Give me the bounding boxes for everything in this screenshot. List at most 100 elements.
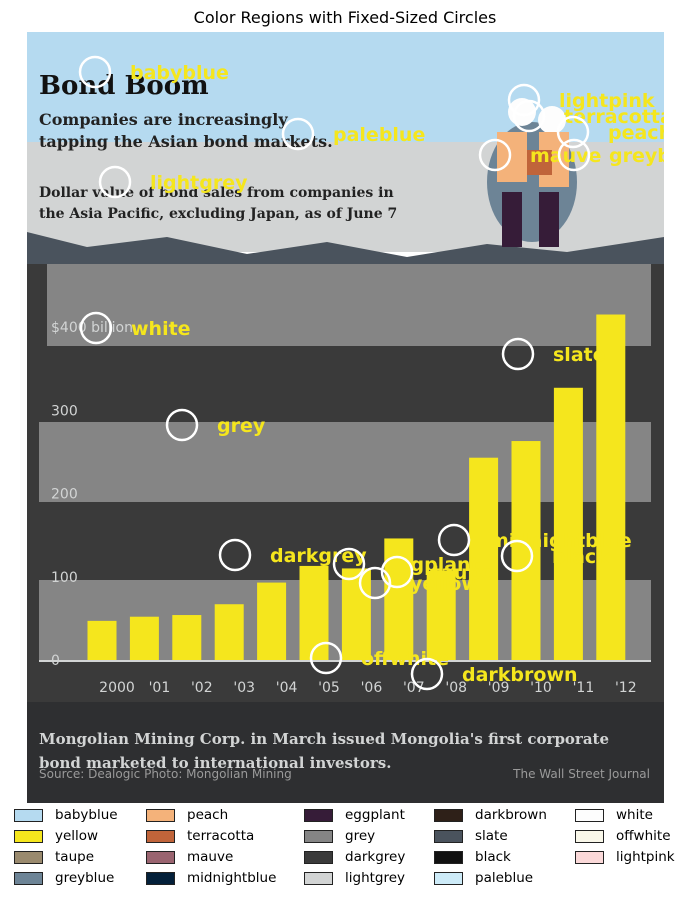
circle-peach bbox=[556, 115, 590, 149]
y-tick-label: $400 billion bbox=[51, 320, 133, 336]
legend-item-offwhite: offwhite bbox=[575, 827, 671, 845]
legend-swatch bbox=[575, 829, 604, 843]
x-tick-label: 2000 bbox=[99, 680, 135, 696]
bar-2000 bbox=[87, 620, 117, 660]
circle-label-midnightblue: midnightblue bbox=[489, 530, 632, 552]
legend-swatch bbox=[14, 829, 43, 843]
circle-label-yellow: yellow bbox=[410, 573, 479, 595]
legend-item-lightgrey: lightgrey bbox=[304, 869, 405, 887]
legend-swatch bbox=[146, 850, 175, 864]
legend-swatch bbox=[434, 871, 463, 885]
legend-label: peach bbox=[187, 807, 229, 823]
legend-item-terracotta: terracotta bbox=[146, 827, 254, 845]
legend-label: mauve bbox=[187, 849, 234, 865]
legend-swatch bbox=[14, 808, 43, 822]
legend-swatch bbox=[146, 829, 175, 843]
bar-'05 bbox=[299, 565, 329, 660]
bar-'01 bbox=[129, 616, 159, 660]
legend-label: babyblue bbox=[55, 807, 118, 823]
circle-label-babyblue: babyblue bbox=[130, 62, 229, 84]
circle-terracotta bbox=[512, 99, 546, 133]
legend-label: darkgrey bbox=[345, 849, 406, 865]
legend-swatch bbox=[434, 829, 463, 843]
legend-label: midnightblue bbox=[187, 870, 277, 886]
legend-label: darkbrown bbox=[475, 807, 547, 823]
y-tick-label: 300 bbox=[51, 403, 78, 419]
legend-swatch bbox=[304, 808, 333, 822]
circle-label-white: white bbox=[131, 318, 191, 340]
bg-description-line2: the Asia Pacific, excluding Japan, as of… bbox=[39, 206, 397, 222]
legend-item-eggplant: eggplant bbox=[304, 806, 405, 824]
x-tick-label: '09 bbox=[488, 680, 510, 696]
bg-caption-line2: bond marketed to international investors… bbox=[39, 754, 391, 772]
legend-swatch bbox=[304, 850, 333, 864]
x-tick-label: '08 bbox=[445, 680, 467, 696]
bar-'02 bbox=[172, 615, 202, 660]
legend-item-darkgrey: darkgrey bbox=[304, 848, 405, 866]
circle-black bbox=[500, 539, 534, 573]
circle-lightpink bbox=[507, 83, 541, 117]
legend-label: taupe bbox=[55, 849, 94, 865]
bar-'08 bbox=[426, 570, 456, 660]
legend-item-taupe: taupe bbox=[14, 848, 94, 866]
legend-swatch bbox=[434, 808, 463, 822]
caption-region bbox=[27, 702, 664, 803]
circle-white bbox=[79, 311, 113, 345]
x-tick-label: '03 bbox=[233, 680, 255, 696]
legend-label: terracotta bbox=[187, 828, 255, 844]
chart-title: Color Regions with Fixed-Sized Circles bbox=[193, 8, 497, 27]
bar-'03 bbox=[214, 604, 244, 660]
bar-'06 bbox=[341, 568, 371, 660]
circle-label-grey: grey bbox=[217, 415, 266, 437]
legend-item-black: black bbox=[434, 848, 511, 866]
bar-'12 bbox=[596, 314, 626, 660]
y-tick-label: 100 bbox=[51, 570, 78, 586]
legend-item-grey: grey bbox=[304, 827, 375, 845]
circle-label-terracotta: terracotta bbox=[564, 106, 664, 128]
grey-band-middle bbox=[39, 422, 651, 502]
legend-swatch bbox=[14, 871, 43, 885]
circle-label-black: black bbox=[552, 546, 609, 568]
x-tick-label: '04 bbox=[276, 680, 298, 696]
circle-label-greyblue: greyblue bbox=[609, 145, 664, 167]
legend-item-paleblue: paleblue bbox=[434, 869, 533, 887]
legend-swatch bbox=[146, 871, 175, 885]
legend-swatch bbox=[146, 808, 175, 822]
legend-swatch bbox=[14, 850, 43, 864]
legend-label: lightpink bbox=[616, 849, 675, 865]
circle-label-paleblue: paleblue bbox=[333, 124, 425, 146]
legend-label: lightgrey bbox=[345, 870, 406, 886]
circle-lightgrey bbox=[98, 165, 132, 199]
legend-label: black bbox=[475, 849, 511, 865]
legend-label: grey bbox=[345, 828, 376, 844]
x-tick-label: '07 bbox=[403, 680, 425, 696]
circle-label-eggplant: eggplant bbox=[384, 554, 480, 576]
grey-band-upper bbox=[47, 264, 651, 346]
x-tick-label: '05 bbox=[318, 680, 340, 696]
legend-label: slate bbox=[475, 828, 508, 844]
bg-source: Source: Dealogic Photo: Mongolian Mining bbox=[39, 767, 292, 781]
legend-item-slate: slate bbox=[434, 827, 508, 845]
circle-label-peach: peach bbox=[608, 122, 664, 144]
bar-'04 bbox=[257, 582, 287, 660]
circle-label-taupe: taupe bbox=[432, 562, 494, 584]
legend-label: white bbox=[616, 807, 653, 823]
circle-offwhite bbox=[309, 641, 343, 675]
circle-darkgrey bbox=[218, 538, 252, 572]
legend-swatch bbox=[575, 808, 604, 822]
bg-subhead-line2: tapping the Asian bond markets. bbox=[39, 132, 333, 151]
legend-swatch bbox=[304, 829, 333, 843]
legend-label: paleblue bbox=[475, 870, 534, 886]
legend-item-midnightblue: midnightblue bbox=[146, 869, 276, 887]
legend-label: offwhite bbox=[616, 828, 671, 844]
bg-headline: Bond Boom bbox=[39, 71, 209, 101]
x-tick-label: '06 bbox=[361, 680, 383, 696]
circle-label-lightpink: lightpink bbox=[559, 90, 655, 112]
bar-'11 bbox=[553, 387, 583, 660]
circle-label-offwhite: offwhite bbox=[361, 648, 449, 670]
circle-paleblue bbox=[281, 117, 315, 151]
circle-label-mauve: mauve bbox=[530, 145, 601, 167]
x-tick-label: '12 bbox=[615, 680, 637, 696]
circle-mauve bbox=[478, 138, 512, 172]
x-tick-label: '10 bbox=[530, 680, 552, 696]
